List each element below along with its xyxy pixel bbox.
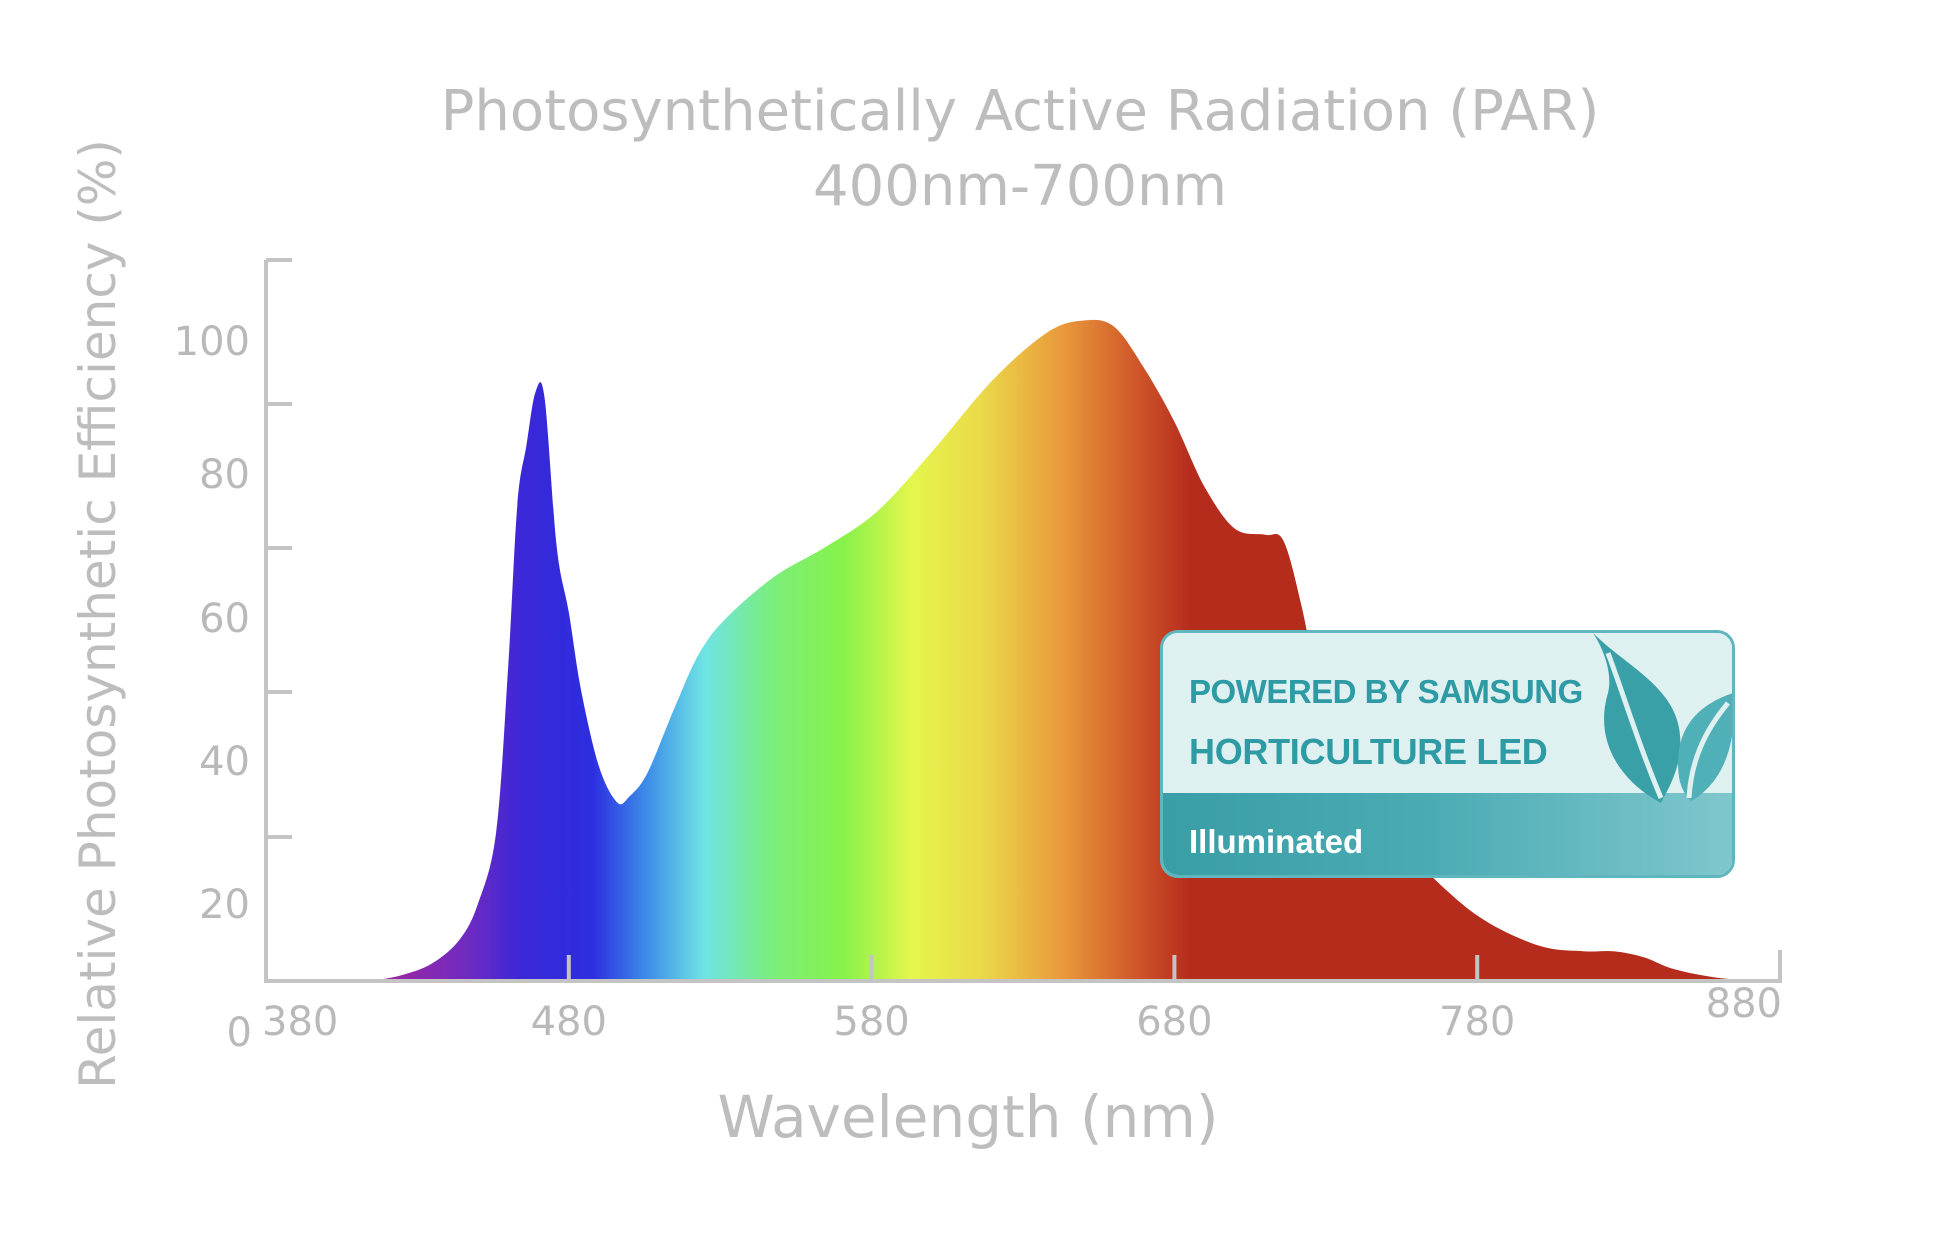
badge-bottom-panel xyxy=(1163,793,1732,875)
x-tick-label: 780 xyxy=(1439,999,1515,1045)
y-tick-label: 20 xyxy=(199,882,250,928)
spectrum-area xyxy=(371,319,1781,981)
badge-illuminated: Illuminated xyxy=(1189,823,1364,860)
leaf-icon xyxy=(1593,633,1732,803)
x-axis-ticks: 380 480 580 680 780 880 xyxy=(262,950,1782,1045)
chart-subtitle: 400nm-700nm xyxy=(813,154,1227,219)
x-tick-label: 580 xyxy=(833,999,909,1045)
y-tick-label: 0 xyxy=(227,1010,252,1056)
badge-powered-by: POWERED BY SAMSUNG xyxy=(1189,673,1583,710)
y-tick-label: 40 xyxy=(199,739,250,785)
x-tick-label: 680 xyxy=(1136,999,1212,1045)
samsung-horticulture-badge: POWERED BY SAMSUNG HORTICULTURE LED Illu… xyxy=(1160,630,1735,878)
x-tick-label: 380 xyxy=(262,999,338,1045)
y-tick-label: 100 xyxy=(174,319,250,365)
badge-product: HORTICULTURE LED xyxy=(1189,731,1548,772)
y-axis-label: Relative Photosynthetic Efficiency (%) xyxy=(69,139,127,1089)
x-tick-label: 880 xyxy=(1706,981,1782,1027)
y-tick-label: 80 xyxy=(199,452,250,498)
y-axis-ticks: 0 20 40 60 80 100 xyxy=(174,258,292,1056)
x-axis-label: Wavelength (nm) xyxy=(717,1083,1218,1151)
chart-title: Photosynthetically Active Radiation (PAR… xyxy=(441,79,1600,144)
x-tick-label: 480 xyxy=(531,999,607,1045)
y-tick-label: 60 xyxy=(199,596,250,642)
